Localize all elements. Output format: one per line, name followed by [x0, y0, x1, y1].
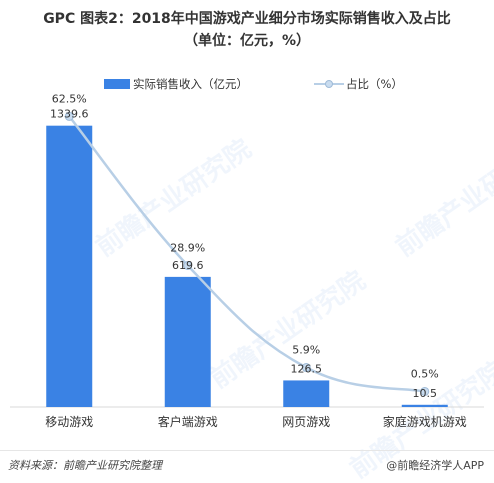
chart-legend: 实际销售收入（亿元） 占比（%）	[0, 76, 494, 94]
bar-value-label: 10.5	[413, 387, 438, 400]
labels-layer: 1339.6 移动游戏 619.6 客户端游戏 126.5 网页游戏 10.5 家庭游戏机游戏…	[45, 92, 467, 429]
series-line-share	[68, 115, 425, 393]
x-tick-label: 客户端游戏	[158, 414, 218, 429]
footer-source: 资料来源：前瞻产业研究院整理	[8, 459, 162, 472]
line-point	[183, 260, 193, 270]
bars-layer	[46, 125, 448, 408]
watermark-layer: 前瞻产业研究院 前瞻产业研究院 前瞻产业研究院 前瞻产业研究院	[90, 133, 494, 483]
line-point	[420, 386, 430, 396]
bar	[164, 276, 211, 407]
bar	[283, 380, 330, 407]
line-point	[64, 111, 74, 121]
watermark-text: 前瞻产业研究院	[204, 265, 371, 395]
chart-title-line2: （单位：亿元，%）	[183, 33, 311, 49]
bar-value-label: 126.5	[291, 362, 323, 375]
x-tick-label: 移动游戏	[45, 415, 93, 429]
line-value-label: 5.9%	[292, 344, 320, 357]
line-value-label: 28.9%	[170, 241, 205, 254]
footer-brand: @前瞻经济学人APP	[386, 459, 484, 472]
legend-line-label: 占比（%）	[346, 77, 403, 91]
line-value-label: 0.5%	[411, 367, 439, 380]
bar-value-label: 619.6	[172, 259, 204, 272]
legend-bar-swatch	[104, 79, 130, 89]
watermark-text: 前瞻产业研究院	[390, 133, 494, 263]
chart-title-line1: GPC 图表2：2018年中国游戏产业细分市场实际销售收入及占比	[43, 11, 451, 27]
legend-line-dot	[325, 80, 333, 88]
x-tick-label: 网页游戏	[282, 415, 330, 429]
legend-bar-label: 实际销售收入（亿元）	[133, 77, 248, 91]
chart-title: GPC 图表2：2018年中国游戏产业细分市场实际销售收入及占比 （单位：亿元，…	[0, 8, 494, 52]
bar	[46, 125, 93, 408]
bar	[401, 404, 448, 407]
x-tick-label: 家庭游戏机游戏	[383, 414, 467, 429]
line-layer	[64, 111, 430, 396]
footer-divider	[0, 450, 494, 451]
line-point	[301, 363, 311, 373]
bar-value-label: 1339.6	[50, 108, 89, 121]
line-value-label: 62.5%	[52, 92, 87, 105]
